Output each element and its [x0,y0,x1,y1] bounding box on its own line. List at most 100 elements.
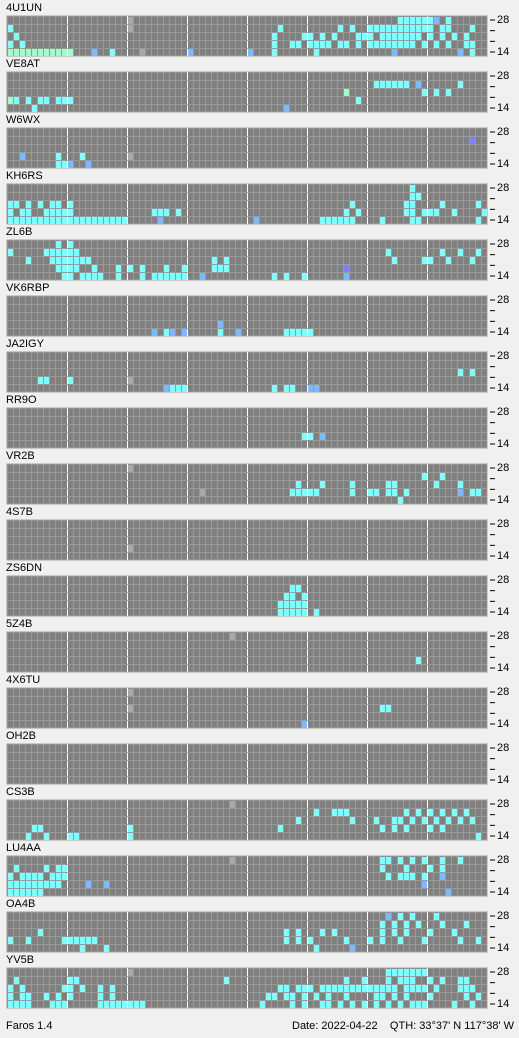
spot [350,817,355,824]
spot [308,33,313,40]
station-name: LU4AA [6,842,42,854]
spot [74,257,79,264]
spot [74,249,79,256]
band-label: 28 [497,630,509,642]
spot [422,25,427,32]
spot [356,209,361,216]
spot [272,273,277,280]
spot [392,929,397,936]
band-label: 14 [497,886,509,898]
spot [374,25,379,32]
spot [62,273,67,280]
spot [116,1001,121,1008]
spot [296,41,301,48]
spot [80,945,85,952]
spot [326,1001,331,1008]
spot [50,881,55,888]
spot [386,41,391,48]
spot [398,33,403,40]
spot [404,921,409,928]
spot [164,209,169,216]
spot [38,881,43,888]
spot [380,25,385,32]
spot [362,985,367,992]
spot [308,433,313,440]
spot [8,41,13,48]
spot [410,1001,415,1008]
spot [452,33,457,40]
spot [92,273,97,280]
spot [428,977,433,984]
spot [38,201,43,208]
spot [296,985,301,992]
spot [404,865,409,872]
spot [410,913,415,920]
station-name: 4X6TU [6,674,40,686]
spot [296,609,301,616]
spot [434,817,439,824]
spot [296,601,301,608]
spot [290,41,295,48]
spot [26,49,31,56]
spot [380,929,385,936]
spot [290,329,295,336]
spot [416,969,421,976]
spot [416,985,421,992]
spot [128,25,133,32]
spot [356,41,361,48]
spot [314,489,319,496]
station-name: CS3B [6,786,35,798]
spot [296,329,301,336]
station-name: ZL6B [6,226,32,238]
spot [308,41,313,48]
spot [452,809,457,816]
spot [386,1001,391,1008]
band-label: 14 [497,438,509,450]
station-name: ZS6DN [6,562,42,574]
spot [116,273,121,280]
spot [344,985,349,992]
spot [416,809,421,816]
spot [110,49,115,56]
spot [44,377,49,384]
spot [128,1001,133,1008]
spot [356,985,361,992]
band-label: 14 [497,214,509,226]
spot [404,929,409,936]
station-name: W6WX [6,114,41,126]
spot [422,937,427,944]
spot [446,257,451,264]
spot [296,817,301,824]
spot [470,489,475,496]
spot [416,17,421,24]
spot [62,1001,67,1008]
spot [410,193,415,200]
spot [440,249,445,256]
spot [302,985,307,992]
spot [464,41,469,48]
spot [314,49,319,56]
spot [68,977,73,984]
spot [278,825,283,832]
band-label: 14 [497,942,509,954]
spot [428,209,433,216]
spot [44,49,49,56]
spot [140,265,145,272]
spot [224,257,229,264]
spot [308,985,313,992]
spot [290,593,295,600]
spot [458,481,463,488]
spot [56,257,61,264]
spot [98,273,103,280]
spot [50,217,55,224]
spot [44,833,49,840]
spot [14,201,19,208]
spot [182,385,187,392]
spot [392,993,397,1000]
spot [422,473,427,480]
spot [428,25,433,32]
spot [470,817,475,824]
spot [422,1001,427,1008]
spot [38,49,43,56]
